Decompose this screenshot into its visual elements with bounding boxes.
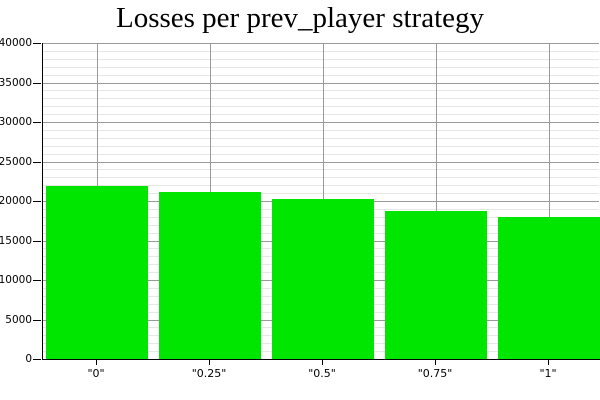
gridline-vertical [548, 43, 550, 359]
gridline-minor [43, 137, 599, 139]
x-axis-tick-label: "1" [539, 367, 557, 380]
y-axis-tick [33, 82, 41, 84]
y-axis-tick-label: 20000 [0, 195, 32, 207]
y-axis-tick-label: 25000 [0, 155, 32, 168]
gridline-minor [43, 90, 599, 92]
y-axis-tick-label: 5000 [5, 313, 32, 326]
gridline-minor [43, 66, 599, 68]
gridline-major [43, 161, 599, 163]
plot-area [42, 43, 600, 359]
x-axis-tick [209, 360, 210, 365]
x-axis-tick-label: "0" [87, 367, 105, 380]
y-axis-tick-label: 0 [25, 353, 32, 365]
x-axis-tick [435, 360, 436, 365]
y-axis-tick [33, 161, 41, 163]
y-axis-tick [33, 43, 41, 44]
y-axis-tick [33, 319, 41, 321]
x-axis-tick-label: "0.5" [308, 367, 336, 380]
y-axis-tick [33, 359, 41, 360]
gridline-minor [43, 114, 599, 116]
bar [159, 191, 261, 359]
gridline-minor [43, 145, 599, 147]
x-axis-tick-label: "0.75" [417, 367, 453, 380]
bar [498, 216, 600, 359]
y-axis-tick-label: 15000 [0, 234, 32, 247]
y-axis-tick [33, 240, 41, 242]
chart-title: Losses per prev_player strategy [115, 2, 484, 34]
gridline-minor [43, 185, 599, 187]
gridline-minor [43, 153, 599, 155]
y-axis-tick [33, 280, 41, 281]
gridline-major [43, 122, 599, 123]
gridline-minor [43, 106, 599, 108]
bar [272, 199, 374, 359]
x-axis-line [42, 359, 600, 360]
gridline-minor [43, 169, 599, 171]
y-axis-tick-label: 30000 [0, 116, 32, 128]
gridline-minor [43, 193, 599, 195]
x-axis-tick [322, 360, 323, 365]
gridline-vertical [435, 43, 437, 359]
gridline-minor [43, 50, 599, 52]
bar [46, 186, 148, 359]
y-axis-tick [33, 122, 41, 123]
gridline-minor [43, 177, 599, 179]
gridline-minor [43, 98, 599, 100]
gridline-minor [43, 58, 599, 60]
x-axis-tick-label: "0.25" [191, 367, 227, 380]
y-axis-tick-label: 10000 [0, 274, 32, 286]
y-axis-tick [33, 201, 41, 202]
bar [385, 210, 487, 359]
gridline-major [43, 43, 599, 44]
gridline-major [43, 82, 599, 84]
x-axis-tick [548, 360, 549, 365]
y-axis-tick-label: 35000 [0, 76, 32, 89]
y-axis-tick-label: 40000 [0, 37, 32, 49]
gridline-minor [43, 74, 599, 76]
x-axis-tick [96, 360, 97, 365]
gridline-minor [43, 129, 599, 131]
